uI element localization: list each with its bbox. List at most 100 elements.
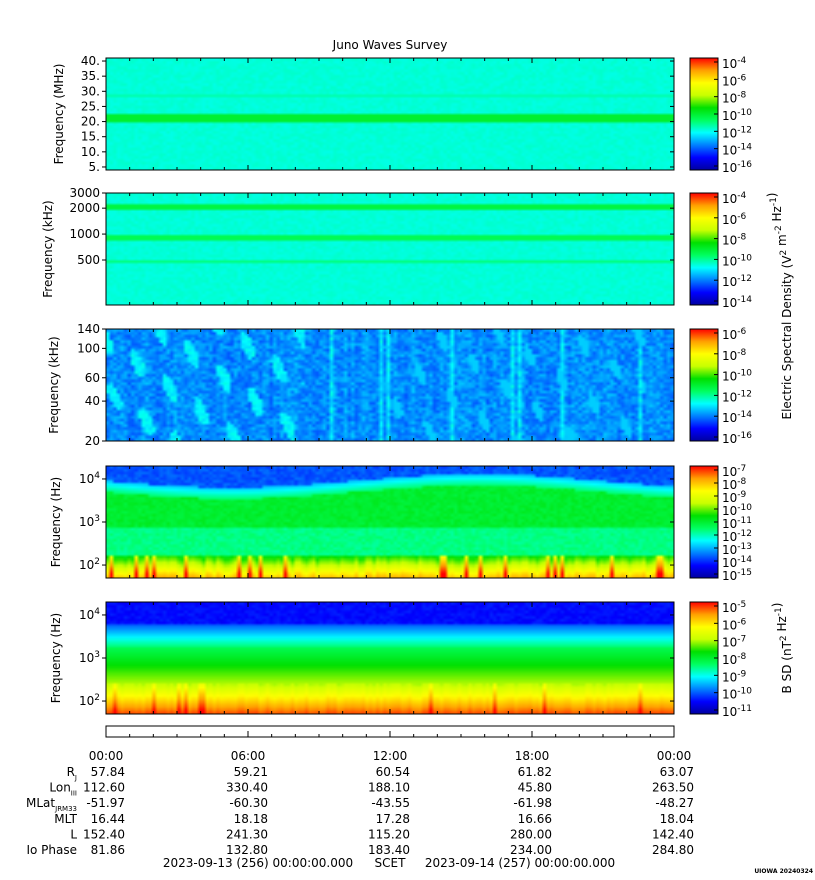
- colorbar-tick-label: 10-8: [722, 652, 747, 667]
- ephemeris-value: 115.20: [368, 827, 410, 841]
- y-tick-label: 140: [77, 322, 100, 336]
- colorbar-tick-label: 10-4: [722, 191, 747, 206]
- colorbar-lfrl: [689, 465, 719, 579]
- colorbar-tick-label: 10-16: [722, 160, 752, 175]
- ephemeris-row-name: MLT: [54, 812, 77, 826]
- ephemeris-value: 280.00: [510, 827, 552, 841]
- y-tick-label: 103: [79, 514, 100, 529]
- ephemeris-value: -51.97: [86, 796, 125, 810]
- ephemeris-value: 57.84: [91, 765, 125, 779]
- spectrogram-lfrl: [106, 466, 674, 578]
- colorbar-tick-label: 10-13: [722, 542, 752, 557]
- panel-hfwbr: 5.10.15.20. 25.30.35.40. Frequency (MHz) 10…: [52, 54, 752, 175]
- panel-lfrl: 104 103 102 Frequency (Hz) 10-710-810-910-10…: [49, 464, 752, 583]
- ephemeris-value: 188.10: [368, 781, 410, 795]
- x-tick-label: 12:00: [373, 749, 408, 763]
- colorbar-tick-label: 10-12: [722, 274, 752, 289]
- y-tick-label: 35.: [81, 69, 100, 83]
- ephemeris-value: 112.60: [83, 781, 125, 795]
- panel-lfrh: 140 100 60 40 20 Frequency (kHz) 10-6 10-8 10-10…: [47, 322, 752, 448]
- ephemeris-value: 16.44: [91, 812, 125, 826]
- colorbar-hfwbr_low: [689, 192, 719, 306]
- y-tick-label: 2000: [69, 201, 100, 215]
- colorbar-tick-label: 10-7: [722, 464, 746, 479]
- colorbar-tick-label: 10-10: [722, 369, 752, 384]
- x-tick-label: 00:00: [89, 749, 124, 763]
- y-tick-label: 20.: [81, 115, 100, 129]
- colorbar-tick-label: 10-6: [722, 212, 747, 227]
- panel-bfield: 104 103 102 Frequency (Hz) 10-5 10-6 10-7 10-8 1…: [49, 600, 752, 719]
- y-tick-label: 3000: [69, 186, 100, 200]
- ephemeris-value: 45.80: [518, 781, 552, 795]
- colorbar-tick-label: 10-6: [722, 617, 747, 632]
- ephemeris-value: 61.82: [518, 765, 552, 779]
- ephemeris-value: 63.07: [660, 765, 694, 779]
- y-tick-label: 60: [85, 371, 100, 385]
- x-tick-label: 00:00: [657, 749, 692, 763]
- colorbar-tick-label: 10-11: [722, 516, 752, 531]
- y-tick-label: 103: [79, 650, 100, 665]
- y-axis-label: Frequency (kHz): [41, 200, 55, 297]
- spectrogram-bfield: [106, 602, 674, 714]
- y-axis-label: Frequency (Hz): [49, 613, 63, 704]
- time-label: SCET: [375, 856, 407, 870]
- colorbar-tick-label: 10-8: [722, 477, 747, 492]
- colorbar-tick-label: 10-15: [722, 568, 752, 583]
- ephemeris-value: 152.40: [83, 827, 125, 841]
- spectrogram-panels: 5.10.15.20. 25.30.35.40. Frequency (MHz) 10…: [41, 54, 752, 719]
- y-tick-label: 30.: [81, 84, 100, 98]
- colorbar-tick-label: 10-10: [722, 687, 752, 702]
- ephemeris-value: 263.50: [652, 781, 694, 795]
- ephemeris-row-name: LonIII: [49, 781, 77, 798]
- colorbar-tick-label: 10-5: [722, 600, 746, 615]
- colorbar-tick-label: 10-9: [722, 669, 747, 684]
- colorbar-tick-label: 10-14: [722, 555, 752, 570]
- spectrogram-hfwbr_low: [106, 193, 674, 305]
- y-tick-label: 25.: [81, 99, 100, 113]
- colorbar-tick-label: 10-10: [722, 108, 752, 123]
- colorbar-tick-label: 10-14: [722, 143, 752, 158]
- x-tick-label: 06:00: [231, 749, 266, 763]
- ephemeris-value: 284.80: [652, 843, 694, 857]
- colorbar-tick-label: 10-8: [722, 91, 747, 106]
- y-tick-label: 102: [79, 557, 100, 572]
- colorbar-tick-label: 10-9: [722, 490, 747, 505]
- ephemeris-value: 16.66: [518, 812, 552, 826]
- time-end: 2023-09-14 (257) 00:00:00.000: [425, 856, 615, 870]
- spectrogram-lfrh: [106, 329, 674, 441]
- y-tick-label: 1000: [69, 227, 100, 241]
- ephemeris-row-name: RJ: [67, 765, 77, 782]
- ephemeris-value: -48.27: [655, 796, 694, 810]
- y-tick-label: 10.: [81, 145, 100, 159]
- ephemeris-value: 132.80: [226, 843, 268, 857]
- colorbar-labels: Electric Spectral Density (V2 m-2 Hz-1) B…: [765, 192, 794, 693]
- colorbar-tick-label: 10-6: [722, 73, 747, 88]
- ephemeris-value: 183.40: [368, 843, 410, 857]
- ephemeris-value: 241.30: [226, 827, 268, 841]
- ephemeris-value: 81.86: [91, 843, 125, 857]
- colorbar-tick-label: 10-14: [722, 295, 752, 310]
- colorbar-lfrh: [689, 328, 719, 442]
- y-tick-label: 5.: [89, 160, 100, 174]
- y-tick-label: 15.: [81, 130, 100, 144]
- ephemeris-value: 18.04: [660, 812, 694, 826]
- y-tick-label: 100: [77, 341, 100, 355]
- ephemeris-row-name: Io Phase: [26, 843, 77, 857]
- magnetic-colorbar-label: B SD (nT2 Hz-1): [770, 603, 794, 694]
- colorbar-tick-label: 10-4: [722, 56, 747, 71]
- ephemeris-value: 142.40: [652, 827, 694, 841]
- ephemeris-row-name: L: [70, 827, 77, 841]
- colorbar-tick-label: 10-6: [722, 327, 747, 342]
- ephemeris-row-name: MLatJRM33: [26, 796, 77, 813]
- y-axis-label: Frequency (Hz): [49, 477, 63, 568]
- x-tick-label: 18:00: [515, 749, 550, 763]
- colorbar-tick-label: 10-11: [722, 704, 752, 719]
- colorbar-tick-label: 10-8: [722, 233, 747, 248]
- y-tick-label: 104: [79, 471, 100, 486]
- ephemeris-value: 330.40: [226, 781, 268, 795]
- electric-colorbar-label: Electric Spectral Density (V2 m-2 Hz-1): [765, 192, 794, 419]
- ephemeris-value: 59.21: [234, 765, 268, 779]
